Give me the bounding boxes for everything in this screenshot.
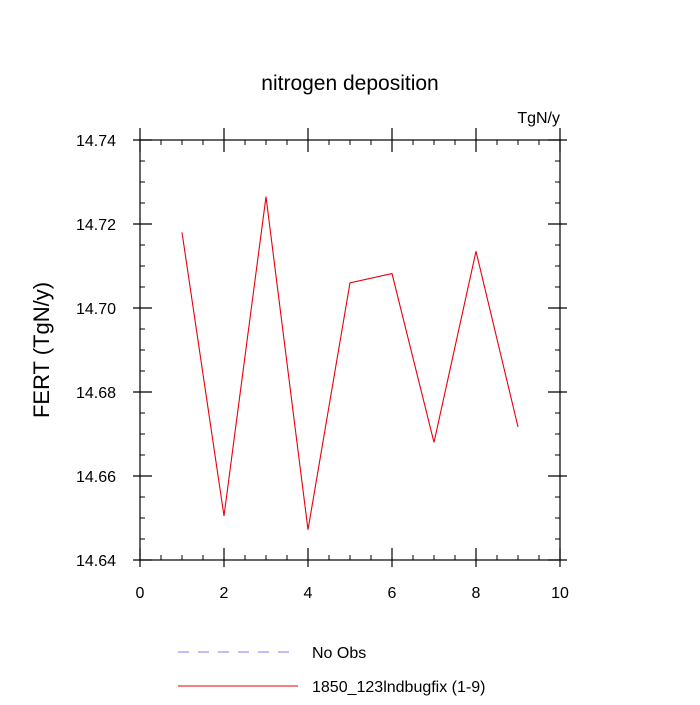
legend: No Obs 1850_123lndbugfix (1-9): [178, 645, 485, 696]
x-tick-label: 6: [388, 585, 397, 602]
y-tick-label: 14.68: [76, 385, 116, 402]
y-axis-label: FERT (TgN/y): [29, 282, 54, 418]
x-tick-label: 0: [136, 585, 145, 602]
series-line: [181, 196, 519, 530]
y-tick-labels: 14.64 14.66 14.68 14.70 14.72 14.74: [76, 133, 116, 570]
minor-ticks: [139, 139, 561, 561]
units-label: TgN/y: [517, 110, 560, 127]
plot-frame: [139, 139, 561, 561]
x-tick-label: 2: [220, 585, 229, 602]
legend-label: No Obs: [312, 645, 366, 662]
y-tick-label: 14.64: [76, 553, 116, 570]
x-tick-label: 10: [551, 585, 569, 602]
x-tick-labels: 0 2 4 6 8 10: [136, 585, 569, 602]
y-tick-label: 14.72: [76, 217, 116, 234]
x-tick-label: 8: [472, 585, 481, 602]
series-layer: [181, 196, 519, 530]
y-tick-label: 14.66: [76, 469, 116, 486]
major-ticks: [133, 128, 567, 567]
x-tick-label: 4: [304, 585, 313, 602]
y-tick-label: 14.70: [76, 301, 116, 318]
chart-title: nitrogen deposition: [261, 72, 438, 95]
y-tick-label: 14.74: [76, 133, 116, 150]
legend-label: 1850_123lndbugfix (1-9): [312, 679, 485, 696]
